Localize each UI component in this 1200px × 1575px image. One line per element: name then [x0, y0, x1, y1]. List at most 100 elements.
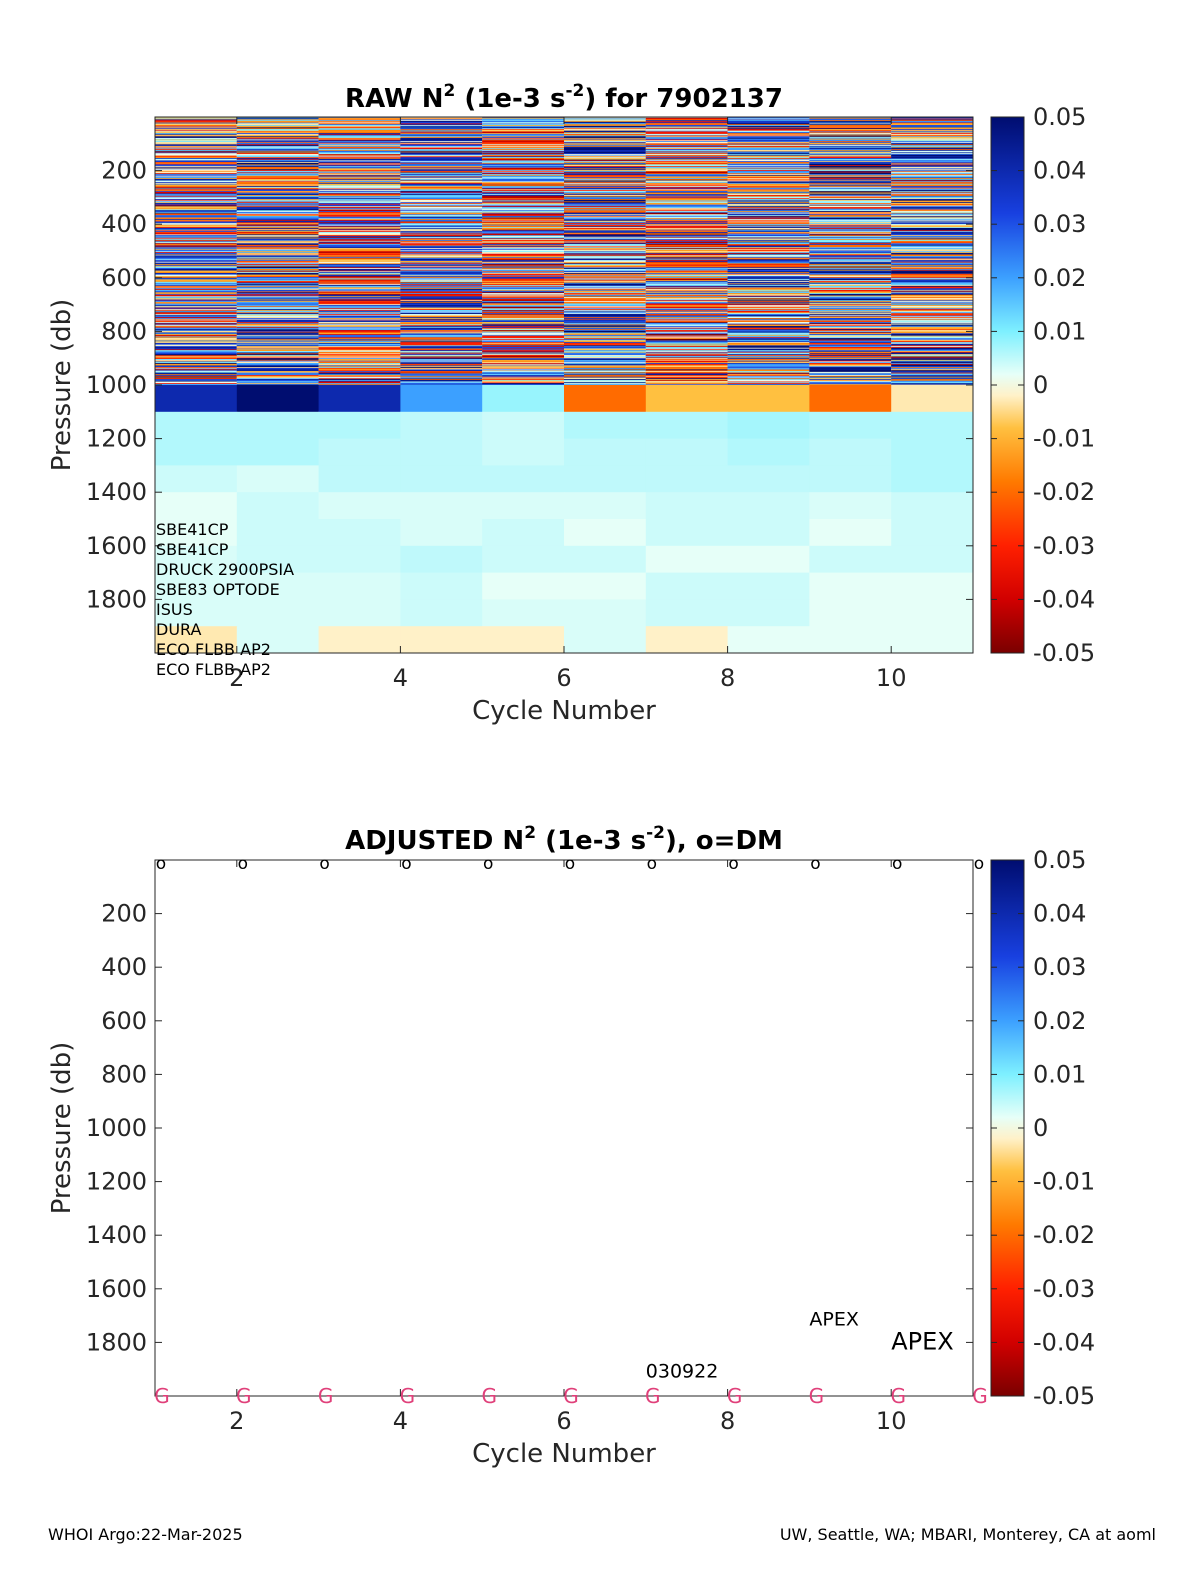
heatmap-stripe [891, 380, 973, 383]
heatmap-stripe [891, 153, 973, 155]
heatmap-stripe [645, 153, 728, 155]
heatmap-stripe [891, 132, 973, 134]
heatmap-stripe [236, 150, 319, 153]
heatmap-stripe [891, 379, 973, 381]
heatmap-stripe [645, 260, 728, 262]
heatmap-stripe [891, 138, 973, 141]
heatmap-stripe [727, 206, 810, 208]
heatmap-stripe [318, 189, 401, 191]
heatmap-stripe [482, 305, 564, 308]
heatmap-stripe [564, 369, 646, 371]
heatmap-stripe [645, 129, 728, 131]
heatmap-stripe [727, 121, 810, 123]
heatmap-stripe [482, 346, 564, 349]
heatmap-stripe [645, 352, 728, 354]
heatmap-stripe [318, 303, 401, 305]
heatmap-stripe [236, 267, 319, 269]
heatmap-stripe [564, 289, 646, 292]
heatmap-stripe [727, 193, 810, 195]
heatmap-stripe [809, 342, 892, 344]
heatmap-stripe [809, 281, 892, 283]
y-tick-label: 400 [101, 210, 147, 238]
heatmap-stripe [155, 260, 237, 262]
heatmap-cell [809, 599, 892, 627]
heatmap-stripe [400, 164, 483, 166]
heatmap-stripe [891, 281, 973, 284]
heatmap-stripe [564, 288, 646, 290]
heatmap-stripe [155, 252, 237, 255]
heatmap-stripe [727, 213, 810, 215]
heatmap-stripe [891, 125, 973, 127]
heatmap-stripe [318, 320, 401, 322]
heatmap-stripe [318, 382, 401, 384]
heatmap-stripe [155, 257, 237, 260]
heatmap-stripe [155, 354, 237, 356]
heatmap-stripe [482, 377, 564, 379]
heatmap-stripe [482, 236, 564, 239]
heatmap-stripe [891, 332, 973, 334]
heatmap-stripe [400, 364, 483, 367]
heatmap-stripe [891, 146, 973, 149]
heatmap-stripe [891, 245, 973, 248]
raw-title-part-3: ) for 7902137 [584, 84, 783, 114]
heatmap-stripe [400, 303, 483, 305]
heatmap-stripe [564, 328, 646, 330]
heatmap-stripe [400, 349, 483, 351]
heatmap-stripe [891, 217, 973, 219]
heatmap-stripe [645, 146, 728, 149]
heatmap-stripe [236, 131, 319, 133]
heatmap-stripe [155, 338, 237, 340]
heatmap-stripe [318, 171, 401, 174]
heatmap-stripe [318, 328, 401, 330]
heatmap-stripe [809, 180, 892, 182]
heatmap-stripe [318, 266, 401, 268]
heatmap-stripe [564, 376, 646, 379]
heatmap-stripe [809, 146, 892, 149]
heatmap-stripe [318, 313, 401, 315]
heatmap-stripe [891, 273, 973, 276]
heatmap-stripe [727, 358, 810, 360]
heatmap-cell [564, 599, 647, 627]
adj-title-part-2: (1e-3 s [536, 826, 646, 856]
heatmap-stripe [155, 137, 237, 139]
heatmap-stripe [809, 219, 892, 221]
heatmap-stripe [482, 293, 564, 295]
heatmap-stripe [809, 338, 892, 341]
heatmap-stripe [318, 312, 401, 314]
heatmap-stripe [727, 371, 810, 373]
heatmap-stripe [891, 253, 973, 256]
heatmap-stripe [891, 190, 973, 193]
heatmap-stripe [564, 273, 646, 276]
heatmap-stripe [809, 152, 892, 154]
heatmap-stripe [318, 276, 401, 278]
heatmap-stripe [645, 189, 728, 191]
heatmap-cell [155, 465, 238, 493]
heatmap-stripe [318, 196, 401, 198]
heatmap-stripe [809, 203, 892, 206]
heatmap-stripe [318, 199, 401, 202]
heatmap-stripe [645, 333, 728, 335]
heatmap-stripe [236, 243, 319, 245]
heatmap-stripe [236, 121, 319, 123]
heatmap-cell [564, 545, 647, 574]
heatmap-stripe [482, 284, 564, 286]
heatmap-stripe [564, 257, 646, 260]
heatmap-stripe [809, 219, 892, 222]
heatmap-stripe [809, 122, 892, 125]
heatmap-stripe [564, 169, 646, 171]
heatmap-stripe [645, 208, 728, 211]
heatmap-stripe [155, 170, 237, 172]
heatmap-stripe [236, 252, 319, 255]
heatmap-stripe [645, 245, 728, 248]
heatmap-stripe [809, 318, 892, 321]
heatmap-stripe [564, 271, 646, 273]
heatmap-stripe [727, 197, 810, 199]
heatmap-stripe [318, 170, 401, 172]
heatmap-stripe [318, 142, 401, 145]
heatmap-stripe [318, 281, 401, 284]
heatmap-stripe [809, 283, 892, 285]
heatmap-stripe [400, 199, 483, 202]
heatmap-stripe [564, 335, 646, 338]
heatmap-cell [727, 572, 810, 600]
heatmap-stripe [891, 182, 973, 184]
